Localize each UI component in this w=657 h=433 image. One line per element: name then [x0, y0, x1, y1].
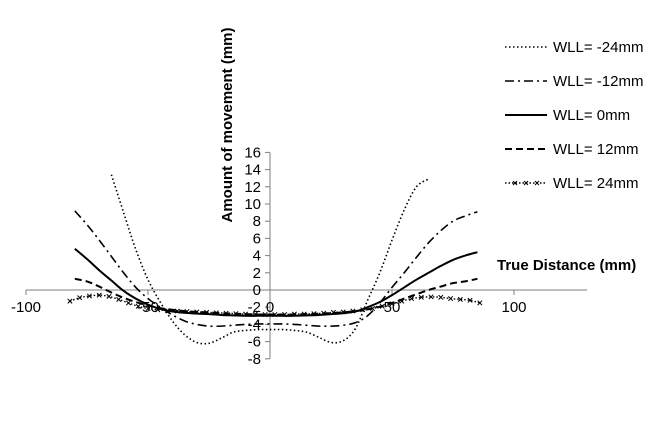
- y-axis-title: Amount of movement (mm): [219, 27, 236, 222]
- series-marker: [204, 309, 210, 315]
- series-line-5: [69, 294, 481, 316]
- x-tick-label: -50: [137, 299, 159, 316]
- series-marker: [106, 293, 112, 300]
- y-tick-label: -4: [248, 316, 261, 333]
- legend-label: WLL= -12mm: [553, 73, 643, 90]
- series-marker: [233, 311, 239, 317]
- x-tick-label: 50: [384, 299, 401, 316]
- series-marker: [291, 311, 297, 317]
- series-marker: [379, 303, 385, 309]
- legend-label: WLL= 24mm: [553, 175, 638, 192]
- x-tick-label: -100: [11, 299, 41, 316]
- series-marker: [252, 311, 258, 317]
- y-tick-label: 14: [244, 162, 261, 179]
- series-marker: [311, 311, 317, 317]
- series-marker: [77, 295, 83, 301]
- series-marker: [174, 308, 180, 314]
- y-tick-label: -8: [248, 351, 261, 368]
- series-line-4: [74, 277, 478, 316]
- legend-label: WLL= 0mm: [553, 107, 630, 124]
- series-marker: [213, 310, 219, 316]
- series-marker: [369, 305, 376, 312]
- series-marker: [116, 296, 122, 303]
- series-marker: [194, 309, 200, 315]
- series-marker: [350, 308, 356, 314]
- y-tick-label: -2: [248, 299, 261, 316]
- series-line-1: [110, 174, 430, 345]
- axes: [25, 151, 588, 360]
- series-line-2: [74, 210, 478, 328]
- y-tick-label: 6: [253, 230, 261, 247]
- series-marker: [360, 307, 366, 313]
- y-tick-label: 12: [244, 179, 261, 196]
- y-tick-label: 0: [253, 282, 261, 299]
- y-tick-label: 2: [253, 265, 261, 282]
- series-marker: [389, 301, 395, 307]
- series-marker: [340, 309, 346, 315]
- series-marker: [467, 297, 473, 303]
- series-marker: [155, 307, 161, 313]
- series-marker: [282, 311, 288, 318]
- series-marker: [438, 294, 444, 300]
- series-marker: [408, 296, 415, 302]
- series-marker: [301, 311, 307, 317]
- series-marker: [164, 308, 171, 314]
- y-tick-label: 4: [253, 248, 261, 265]
- series-marker: [477, 300, 483, 306]
- series-marker: [145, 305, 151, 312]
- y-tick-label: -6: [248, 334, 261, 351]
- x-axis-title: True Distance (mm): [497, 257, 636, 274]
- series-marker: [223, 310, 229, 316]
- series-marker: [272, 311, 278, 318]
- series-marker: [125, 300, 132, 306]
- series-marker: [448, 296, 454, 302]
- y-tick-label: 10: [244, 196, 261, 213]
- series-marker: [457, 296, 463, 303]
- legend: WLL= -24mm WLL= -12mm WLL= 0mm WLL= 12mm WLL…: [505, 39, 643, 192]
- y-tick-label: 8: [253, 213, 261, 230]
- x-tick-label: 100: [501, 299, 526, 316]
- series-marker: [330, 309, 336, 315]
- series-marker: [399, 298, 405, 304]
- series-marker: [418, 294, 424, 300]
- legend-label: WLL= -24mm: [553, 39, 643, 56]
- legend-label: WLL= 12mm: [553, 141, 638, 158]
- series-marker: [243, 311, 249, 317]
- series-marker: [428, 294, 434, 300]
- series-marker: [184, 308, 190, 315]
- series-marker: [262, 311, 268, 318]
- x-tick-label: 0: [266, 299, 274, 316]
- y-tick-label: 16: [244, 144, 261, 161]
- series-layer: [67, 174, 483, 345]
- series-marker: [96, 292, 102, 298]
- series-marker: [67, 298, 73, 304]
- series-marker: [135, 303, 141, 309]
- series-marker: [86, 293, 92, 299]
- series-marker: [321, 310, 327, 316]
